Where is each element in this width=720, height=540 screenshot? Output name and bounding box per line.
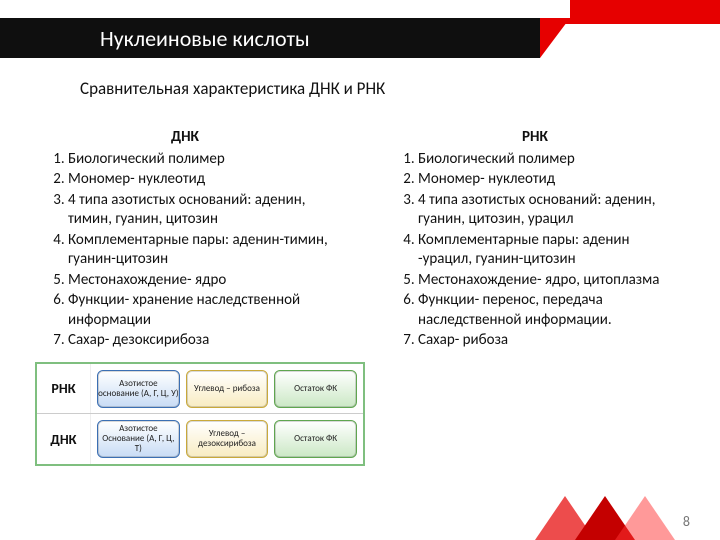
diagram-box: Углевод – рибоза bbox=[186, 370, 269, 408]
title-bar: Нуклеиновые кислоты bbox=[0, 18, 540, 58]
diagram-row-boxes: Азотистое основание (А, Г, Ц, У) Углевод… bbox=[91, 364, 363, 413]
diagram-box: Углевод – дезоксирибоза bbox=[186, 420, 269, 458]
diagram-row-label: РНК bbox=[37, 364, 91, 413]
list-item: Местонахождение- ядро, цитоплазма bbox=[418, 271, 680, 291]
list-item: Мономер- нуклеотид bbox=[68, 170, 330, 190]
comparison-columns: ДНК Биологический полимер Мономер- нукле… bbox=[40, 128, 680, 352]
list-item: 4 типа азотистых оснований: аденин, гуан… bbox=[418, 191, 680, 230]
column-dnk-heading: ДНК bbox=[40, 128, 330, 148]
nucleotide-diagram: РНК Азотистое основание (А, Г, Ц, У) Угл… bbox=[35, 362, 365, 466]
list-item: Мономер- нуклеотид bbox=[418, 170, 680, 190]
page-number: 8 bbox=[683, 513, 690, 530]
list-item: Биологический полимер bbox=[418, 150, 680, 170]
header-accent-strip bbox=[540, 18, 720, 24]
diagram-row-label: ДНК bbox=[37, 414, 91, 464]
header-accent-upper bbox=[570, 0, 720, 18]
diagram-box: Остаток ФК bbox=[274, 420, 357, 458]
diagram-row-dnk: ДНК Азотистое Основание (А, Г, Ц, Т) Угл… bbox=[37, 414, 363, 464]
list-item: Местонахождение- ядро bbox=[68, 271, 330, 291]
diagram-row-rnk: РНК Азотистое основание (А, Г, Ц, У) Угл… bbox=[37, 364, 363, 414]
diagram-row-boxes: Азотистое Основание (А, Г, Ц, Т) Углевод… bbox=[91, 414, 363, 464]
list-item: Функции- хранение наследственной информа… bbox=[68, 291, 330, 330]
list-item: Комплементарные пары: аденин-тимин, гуан… bbox=[68, 231, 330, 270]
diagram-box: Азотистое Основание (А, Г, Ц, Т) bbox=[97, 420, 180, 458]
column-dnk: ДНК Биологический полимер Мономер- нукле… bbox=[40, 128, 330, 352]
list-item: Биологический полимер bbox=[68, 150, 330, 170]
subtitle: Сравнительная характеристика ДНК и РНК bbox=[80, 78, 385, 99]
list-item: Сахар- рибоза bbox=[418, 331, 680, 351]
list-item: Сахар- дезоксирибоза bbox=[68, 331, 330, 351]
column-rnk-heading: РНК bbox=[390, 128, 680, 148]
diagram-box: Азотистое основание (А, Г, Ц, У) bbox=[97, 370, 180, 408]
column-rnk: РНК Биологический полимер Мономер- нукле… bbox=[390, 128, 680, 352]
list-item: 4 типа азотистых оснований: аденин, тими… bbox=[68, 191, 330, 230]
list-item: Функции- перенос, передача наследственно… bbox=[418, 291, 680, 330]
page-title: Нуклеиновые кислоты bbox=[100, 25, 310, 52]
footer-accent bbox=[535, 496, 675, 540]
diagram-box: Остаток ФК bbox=[274, 370, 357, 408]
header-accent-angle bbox=[540, 18, 570, 58]
list-item: Комплементарные пары: аденин -урацил, гу… bbox=[418, 231, 680, 270]
